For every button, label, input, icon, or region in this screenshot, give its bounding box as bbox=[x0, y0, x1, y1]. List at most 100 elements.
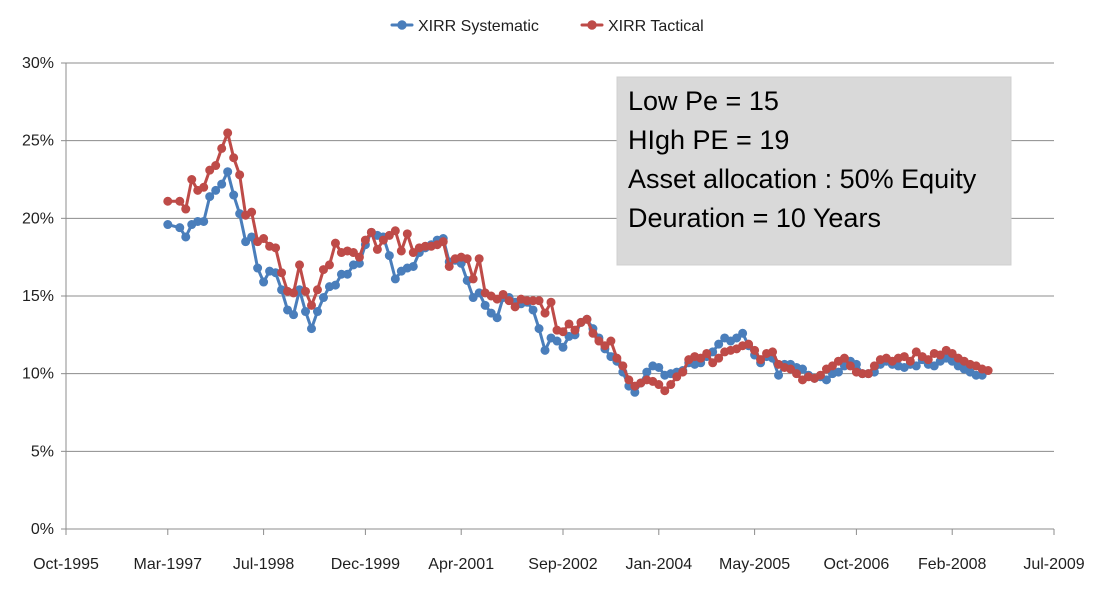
xirr-tactical-point bbox=[235, 170, 245, 180]
legend-xirr-systematic-label: XIRR Systematic bbox=[418, 18, 539, 35]
xirr-tactical-point bbox=[768, 347, 778, 357]
xirr-tactical-point bbox=[594, 336, 604, 346]
xirr-systematic-point bbox=[774, 370, 784, 380]
y-tick-label: 15% bbox=[22, 288, 54, 305]
xirr-tactical-point bbox=[911, 347, 921, 357]
xirr-systematic-point bbox=[253, 263, 263, 273]
xirr-tactical-point bbox=[839, 353, 849, 363]
x-tick-label: Oct-2006 bbox=[823, 556, 889, 573]
xirr-tactical-point bbox=[714, 353, 724, 363]
x-tick-label: Feb-2008 bbox=[918, 556, 987, 573]
xirr-tactical-point bbox=[786, 364, 796, 374]
xirr-systematic-point bbox=[408, 261, 418, 271]
xirr-tactical-point bbox=[307, 300, 317, 310]
xirr-systematic-point bbox=[540, 345, 550, 355]
xirr-tactical-point bbox=[229, 153, 239, 163]
xirr-systematic-point bbox=[229, 190, 239, 200]
xirr-tactical-point bbox=[187, 174, 197, 184]
series-layer bbox=[163, 128, 993, 397]
xirr-tactical-point bbox=[845, 361, 855, 371]
xirr-systematic-point bbox=[301, 307, 311, 317]
y-tick-label: 0% bbox=[31, 521, 54, 538]
xirr-tactical-point bbox=[510, 302, 520, 312]
x-tick-label: Jul-2009 bbox=[1023, 556, 1084, 573]
legend-xirr-tactical: XIRR Tactical bbox=[580, 18, 704, 35]
x-tick-label: Sep-2002 bbox=[528, 556, 597, 573]
y-tick-label: 20% bbox=[22, 210, 54, 227]
xirr-tactical-point bbox=[324, 260, 334, 270]
legend-xirr-tactical-label: XIRR Tactical bbox=[608, 18, 704, 35]
xirr-tactical-point bbox=[271, 243, 281, 253]
xirr-tactical-point bbox=[702, 348, 712, 358]
xirr-tactical-point bbox=[312, 285, 322, 295]
xirr-systematic-point bbox=[342, 269, 352, 279]
xirr-systematic-point bbox=[384, 251, 394, 261]
xirr-systematic-point bbox=[205, 192, 215, 202]
xirr-systematic-point bbox=[833, 367, 843, 377]
xirr-tactical-point bbox=[318, 265, 328, 275]
xirr-tactical-point bbox=[672, 372, 682, 382]
xirr-systematic-point bbox=[312, 307, 322, 317]
xirr-tactical-point bbox=[923, 355, 933, 365]
xirr-tactical-point bbox=[744, 339, 754, 349]
xirr-systematic-point bbox=[307, 324, 317, 334]
xirr-tactical-point bbox=[654, 380, 664, 390]
xirr-tactical-point bbox=[408, 248, 418, 258]
xirr-tactical-point bbox=[588, 328, 598, 338]
xirr-systematic-point bbox=[486, 308, 496, 318]
xirr-systematic-point bbox=[732, 333, 742, 343]
xirr-tactical-point bbox=[863, 369, 873, 379]
x-tick-label: Mar-1997 bbox=[134, 556, 203, 573]
xirr-systematic-point bbox=[211, 185, 221, 195]
xirr-tactical-point bbox=[612, 353, 622, 363]
xirr-tactical-point bbox=[606, 336, 616, 346]
x-tick-label: Apr-2001 bbox=[428, 556, 494, 573]
legend-layer: XIRR Systematic XIRR Tactical bbox=[390, 18, 704, 35]
xirr-tactical-point bbox=[558, 327, 568, 337]
xirr-systematic-point bbox=[798, 364, 808, 374]
xirr-tactical-point bbox=[666, 380, 676, 390]
xirr-tactical-point bbox=[474, 254, 484, 264]
xirr-systematic-point bbox=[911, 361, 921, 371]
x-tick-label: Jul-1998 bbox=[233, 556, 294, 573]
xirr-systematic-point bbox=[318, 293, 328, 303]
xirr-tactical-point bbox=[983, 366, 993, 376]
xirr-tactical-point bbox=[504, 296, 514, 306]
xirr-tactical-point bbox=[660, 386, 670, 396]
xirr-tactical-point bbox=[462, 254, 472, 264]
xirr-systematic-point bbox=[492, 313, 502, 323]
xirr-tactical-point bbox=[330, 238, 340, 248]
xirr-tactical-point bbox=[444, 261, 454, 271]
xirr-tactical-point bbox=[546, 297, 556, 307]
xirr-tactical-point bbox=[354, 252, 364, 262]
xirr-tactical-point bbox=[247, 207, 257, 217]
xirr-tactical-point bbox=[618, 361, 628, 371]
xirr-systematic-point bbox=[390, 274, 400, 284]
xirr-tactical-point bbox=[678, 367, 688, 377]
xirr-tactical-point bbox=[259, 234, 269, 244]
xirr-tactical-point bbox=[360, 235, 370, 245]
xirr-tactical-point bbox=[947, 348, 957, 358]
xirr-systematic-point bbox=[223, 167, 233, 177]
xirr-systematic-point bbox=[480, 300, 490, 310]
xirr-systematic-point bbox=[259, 277, 269, 287]
xirr-tactical-point bbox=[869, 361, 879, 371]
xirr-tactical-point bbox=[624, 375, 634, 385]
xirr-systematic-point bbox=[534, 324, 544, 334]
xirr-tactical-point bbox=[277, 268, 287, 278]
xirr-tactical-point bbox=[366, 227, 376, 237]
xirr-tactical-point bbox=[696, 353, 706, 363]
y-tick-label: 25% bbox=[22, 133, 54, 150]
x-tick-label: May-2005 bbox=[719, 556, 790, 573]
xirr-systematic-point bbox=[714, 339, 724, 349]
y-tick-label: 10% bbox=[22, 366, 54, 383]
xirr-tactical-point bbox=[905, 356, 915, 366]
xirr-tactical-point bbox=[582, 314, 592, 324]
xirr-tactical-point bbox=[564, 319, 574, 329]
legend-xirr-systematic: XIRR Systematic bbox=[390, 18, 539, 35]
xirr-tactical-point bbox=[211, 161, 221, 171]
x-tick-label: Dec-1999 bbox=[331, 556, 400, 573]
xirr-systematic-point bbox=[163, 220, 173, 230]
xirr-systematic-point bbox=[821, 375, 831, 385]
